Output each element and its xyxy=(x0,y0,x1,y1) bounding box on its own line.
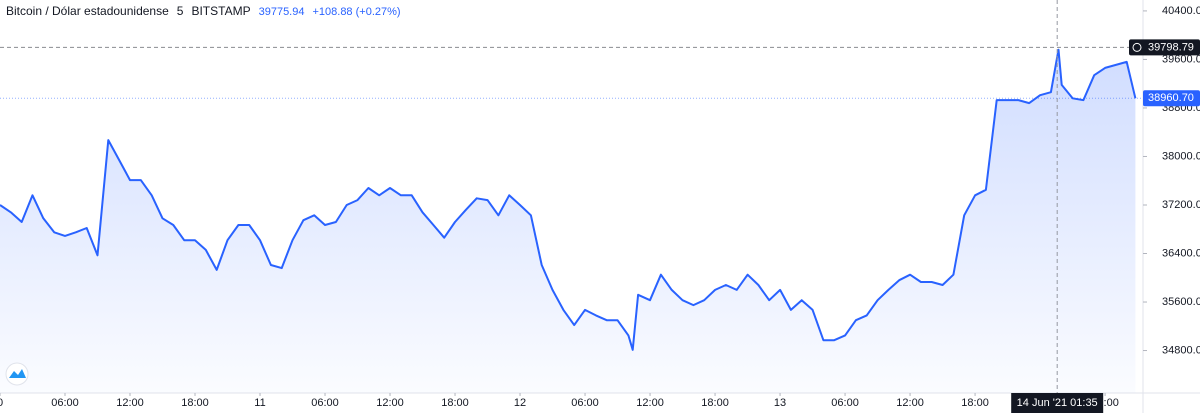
y-tick-label: 35600.00 xyxy=(1162,296,1200,308)
x-tick-label: 06:00 xyxy=(571,397,599,409)
x-tick-label: 12:00 xyxy=(636,397,664,409)
x-tick-label: 18:00 xyxy=(701,397,729,409)
interval: 5 xyxy=(177,4,184,18)
crosshair-box xyxy=(1011,393,1104,413)
price-marker-label: 38960.70 xyxy=(1148,92,1194,104)
y-tick-label: 37200.00 xyxy=(1162,199,1200,211)
x-tick-label: 12 xyxy=(514,397,526,409)
y-tick-label: 36400.00 xyxy=(1162,247,1200,259)
x-tick-label: 06:00 xyxy=(311,397,339,409)
x-tick-label: 11 xyxy=(254,397,265,409)
area-fill xyxy=(0,49,1136,393)
x-tick-label: 18:00 xyxy=(961,397,989,409)
last-price: 39775.94 xyxy=(259,6,305,18)
x-tick-label: 06:00 xyxy=(831,397,859,409)
price-change: +108.88 (+0.27%) xyxy=(312,6,400,18)
symbol: Bitcoin / Dólar estadounidense xyxy=(6,4,169,18)
y-tick-label: 39600.00 xyxy=(1162,53,1200,65)
price-marker-box xyxy=(1143,90,1200,107)
y-tick-label: 34800.00 xyxy=(1162,344,1200,356)
price-line xyxy=(0,48,1137,351)
x-tick-label: 06:00 xyxy=(51,397,79,409)
x-tick-label: 18:00 xyxy=(181,397,209,409)
price-marker-label: 39798.79 xyxy=(1148,41,1194,53)
y-tick-label: 38000.00 xyxy=(1162,150,1200,162)
x-tick-label: 12:00 xyxy=(116,397,144,409)
crosshair-label: 14 Jun '21 01:35 xyxy=(1017,397,1098,409)
logo xyxy=(5,362,29,386)
alert-icon xyxy=(1132,42,1142,52)
price-marker-box xyxy=(1129,39,1200,56)
x-tick-label: 12:00 xyxy=(376,397,404,409)
x-tick-label: 13 xyxy=(774,397,786,409)
exchange: BITSTAMP xyxy=(191,4,250,18)
y-tick-label: 40400.00 xyxy=(1162,5,1200,17)
x-tick-label: 12:00 xyxy=(896,397,924,409)
x-tick-label: 18:00 xyxy=(441,397,469,409)
x-tick-label: 0 xyxy=(0,397,3,409)
